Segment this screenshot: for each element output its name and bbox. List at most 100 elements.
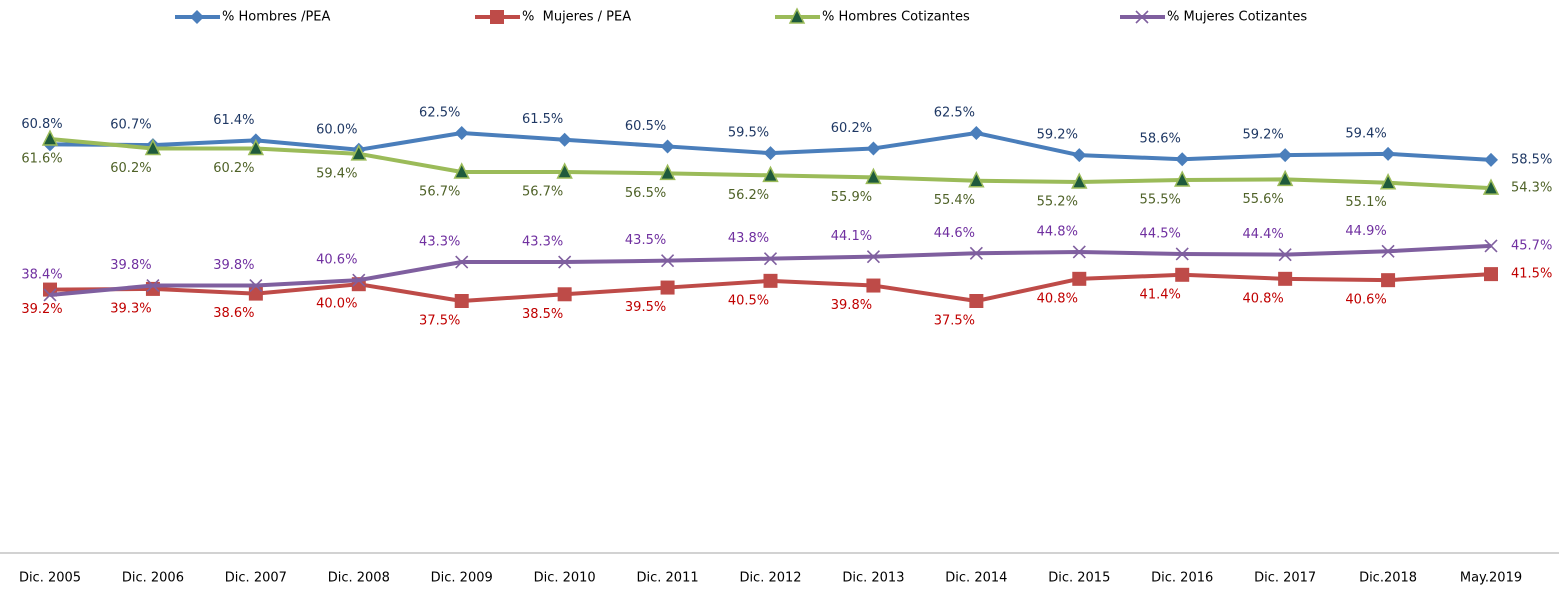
data-label: 60.0% [316,122,357,137]
data-label: 60.2% [213,161,254,176]
marker [763,252,778,266]
legend-marker [788,7,806,24]
marker [1381,244,1395,258]
data-label: 43.3% [419,235,460,250]
data-label: 60.7% [110,118,151,133]
data-label: 58.6% [1140,132,1181,147]
data-label: 60.2% [110,161,151,176]
data-label: 55.6% [1242,192,1283,207]
data-label: 59.5% [728,126,769,141]
x-tick-label: Dic. 2013 [842,571,904,586]
data-label: 38.5% [522,307,563,322]
marker [558,255,572,269]
data-label: 55.1% [1345,195,1386,210]
data-label: 58.5% [1511,152,1552,167]
data-label: 60.8% [21,117,62,132]
x-tick-label: Dic. 2011 [637,571,699,586]
data-label: 37.5% [419,314,460,329]
marker [41,129,59,146]
data-label: 40.6% [1345,293,1386,308]
marker [1276,169,1294,187]
data-label: 39.8% [213,258,254,273]
data-label: 56.7% [522,184,563,199]
data-label: 59.4% [316,166,357,181]
marker [1278,271,1293,286]
x-tick-label: Dic. 2006 [122,571,184,586]
marker [866,250,880,264]
data-label: 39.8% [110,258,151,273]
data-label: 39.5% [625,300,666,315]
marker [1379,173,1397,190]
marker [865,167,882,185]
data-label: 40.8% [1242,291,1283,306]
marker [1175,247,1189,261]
marker [1071,172,1088,189]
marker [660,280,675,295]
data-label: 44.4% [1242,227,1283,242]
data-label: 60.2% [831,121,872,136]
x-tick-label: Dic. 2016 [1151,571,1213,586]
data-label: 55.2% [1037,195,1078,210]
marker [247,138,265,156]
data-label: 44.1% [831,229,872,244]
x-tick-label: Dic. 2012 [739,571,801,586]
data-label: 54.3% [1511,181,1552,196]
marker [763,146,778,161]
marker [1482,178,1500,195]
data-label: 56.7% [419,184,460,199]
data-label: 40.8% [1037,291,1078,306]
marker [1381,146,1396,161]
data-label: 44.8% [1037,224,1078,239]
x-tick-label: Dic. 2015 [1048,571,1110,586]
marker [1381,273,1396,288]
data-label: 39.8% [831,298,872,313]
x-tick-label: Dic. 2007 [225,571,287,586]
data-label: 38.6% [213,306,254,321]
marker [763,273,778,288]
legend-label: % Hombres /PEA [222,10,331,25]
marker [556,162,573,179]
marker [866,141,881,156]
marker [969,126,984,140]
data-label: 43.8% [728,231,769,246]
marker [968,171,985,188]
data-label: 61.4% [213,113,254,128]
marker [969,294,984,308]
legend-label: % Mujeres Cotizantes [1167,10,1307,25]
data-label: 62.5% [419,106,460,121]
marker [350,144,367,161]
data-label: 37.5% [934,314,975,329]
marker [352,273,366,287]
x-tick-label: Dic. 2010 [534,571,596,586]
data-label: 56.5% [625,186,666,201]
legend-label: % Hombres Cotizantes [822,10,970,25]
data-label: 43.3% [522,235,563,250]
data-label: 40.5% [728,293,769,308]
legend-marker [1135,10,1149,24]
data-label: 59.2% [1242,128,1283,143]
marker [249,278,263,293]
marker [1072,271,1087,286]
marker [248,286,263,301]
marker [659,163,676,181]
data-label: 38.4% [21,267,62,282]
x-tick-label: Dic. 2017 [1254,571,1316,586]
data-label: 62.5% [934,106,975,121]
marker [1175,267,1190,282]
marker [453,162,470,179]
legend-marker [490,10,504,24]
x-tick-label: Dic. 2005 [19,571,81,586]
marker [144,138,162,156]
data-label: 39.3% [110,301,151,316]
data-label: 59.2% [1037,128,1078,143]
marker [1484,267,1498,282]
data-label: 40.6% [316,253,357,268]
data-label: 43.5% [625,233,666,248]
marker [1072,148,1087,163]
marker [1072,245,1086,259]
marker [454,294,469,308]
x-tick-label: Dic.2018 [1359,571,1417,586]
data-label: 60.5% [625,119,666,134]
marker [1278,248,1292,262]
